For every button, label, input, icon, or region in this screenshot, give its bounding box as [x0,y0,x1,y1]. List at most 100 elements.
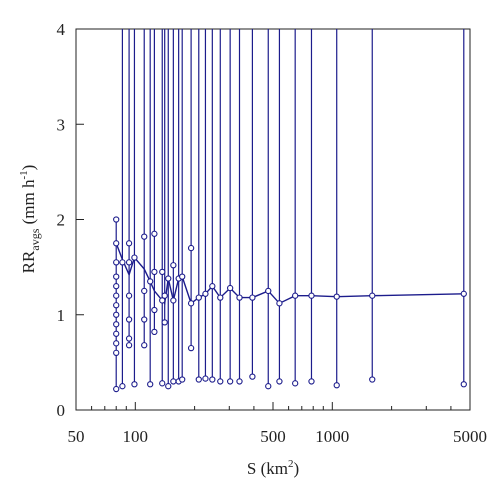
data-point [209,376,216,383]
data-point [113,321,120,328]
data-point [249,373,256,380]
y-tick-label: 2 [57,211,66,230]
data-point [113,349,120,356]
data-point [113,259,120,266]
x-axis-label-tail: ) [293,459,299,478]
data-point [249,294,256,301]
data-point [141,316,148,323]
data-point [125,316,133,323]
y-tick-label: 1 [57,306,66,325]
chart-marks [113,29,467,393]
y-axis-label-sub: avgs [28,228,42,250]
data-point [209,283,216,290]
x-axis-label-main: S (km [247,459,288,478]
data-point [460,290,467,297]
y-tick-label: 3 [57,115,66,134]
y-axis-label-unit: (mm h [19,179,38,229]
data-point [333,382,340,389]
y-axis-label-main: RR [19,250,38,273]
y-tick-label: 4 [57,20,66,39]
x-axis-label-sup: 2 [288,458,294,470]
data-point [151,328,158,336]
data-point [369,292,376,299]
data-point [292,292,299,299]
x-tick-label: 100 [123,427,149,446]
data-point [165,275,172,282]
x-tick-label: 50 [68,427,85,446]
data-point [159,380,166,387]
y-tick-label: 0 [57,401,66,420]
data-point [151,306,158,314]
y-axis: 0 1 2 3 4 [57,20,84,420]
data-point [113,330,120,337]
data-point [369,376,376,383]
data-point [187,344,195,352]
data-point [113,385,120,393]
data-point [265,287,272,295]
data-point [276,300,283,307]
data-point [141,233,148,240]
data-point [202,375,209,382]
data-point [179,376,186,383]
data-point [226,378,234,385]
y-axis-label-unit-sup: -1 [18,170,30,179]
data-point [131,381,138,388]
data-point [119,383,126,390]
data-point [333,293,340,300]
data-point [125,259,133,266]
plot-area [75,28,471,411]
data-point [113,311,120,318]
data-point [187,300,195,307]
mean-line [115,243,464,305]
x-axis-label: S (km2) [247,458,299,478]
data-point [202,290,209,297]
data-point [113,302,120,309]
data-point [217,294,224,301]
data-point [165,383,172,390]
data-point [131,254,138,261]
data-point [125,342,133,349]
data-point [195,376,202,383]
plot-frame [75,28,471,411]
x-tick-label: 5000 [453,427,487,446]
data-point [217,378,224,385]
x-axis: 50 100 500 1000 5000 [68,402,487,446]
data-point [113,273,120,280]
data-point [460,381,467,388]
data-point [170,262,177,269]
data-point [179,273,186,280]
data-point [170,378,177,385]
data-point [236,378,243,385]
data-point [226,284,234,292]
data-point [195,294,202,301]
data-point [113,340,120,347]
data-point [141,287,148,295]
data-point [141,342,148,349]
data-point [113,292,120,299]
data-point [161,319,168,326]
data-point [276,378,283,385]
data-point [308,378,315,385]
data-point [236,294,243,301]
data-point [113,240,120,247]
data-point [170,297,177,304]
data-point [151,268,158,276]
data-point [125,240,133,247]
data-point [113,283,120,290]
data-point [161,292,168,299]
data-point [151,230,158,237]
data-point [147,381,154,388]
data-point [113,216,120,223]
data-point [159,268,166,276]
data-point [187,244,195,252]
y-axis-label: RRavgs (mm h-1) [18,165,42,274]
data-point [308,292,315,299]
data-point [292,380,299,387]
data-point [125,335,133,342]
data-point [119,259,126,266]
data-point [125,292,133,299]
data-point [159,297,166,304]
y-axis-label-close: ) [19,165,38,171]
x-tick-label: 1000 [315,427,349,446]
